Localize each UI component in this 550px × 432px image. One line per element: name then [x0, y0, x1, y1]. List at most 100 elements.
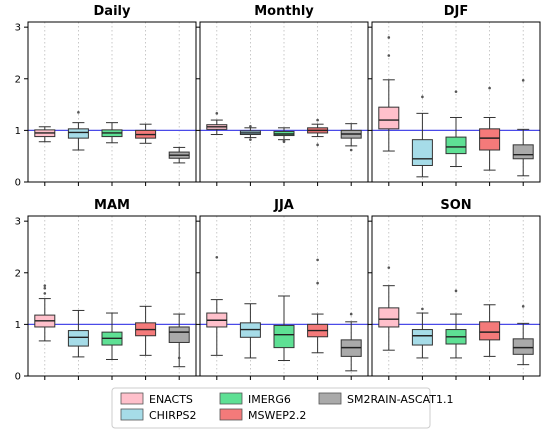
box-iqr: [479, 321, 501, 341]
axes-frame: [371, 215, 541, 377]
legend-label: CHIRPS2: [149, 409, 196, 422]
box-imerg6: [101, 122, 123, 144]
axes-frame: [27, 21, 197, 183]
box-sm2rain-ascat1-1: [168, 313, 190, 368]
legend-swatch: [219, 392, 243, 405]
box-iqr: [273, 324, 295, 349]
y-tick-label: 2: [15, 268, 21, 279]
outlier-point: [421, 95, 424, 99]
outlier-point: [43, 292, 47, 295]
outlier-point: [316, 118, 319, 122]
box-mswep2-2: [479, 304, 501, 357]
legend-item-mswep2-2: MSWEP2.2: [219, 408, 306, 422]
box-chirps2: [67, 111, 89, 151]
box-mswep2-2: [135, 123, 157, 144]
panel-monthly: Monthly: [196, 4, 369, 186]
panel-djf: DJF: [368, 4, 541, 186]
legend-label: ENACTS: [149, 393, 193, 406]
legend-item-chirps2: CHIRPS2: [120, 408, 196, 422]
box-sm2rain-ascat1-1: [340, 312, 362, 372]
box-imerg6: [101, 312, 123, 360]
box-enacts: [378, 36, 400, 152]
outlier-point: [43, 284, 47, 287]
axes-frame: [199, 21, 369, 183]
outlier-point: [349, 148, 353, 152]
box-iqr: [67, 128, 89, 139]
y-tick-label: 0: [15, 178, 21, 189]
outlier-point: [282, 139, 286, 143]
outlier-point: [316, 258, 319, 262]
outlier-point: [177, 356, 181, 360]
outlier-point: [316, 281, 319, 285]
outlier-point: [521, 305, 525, 308]
box-enacts: [206, 255, 228, 356]
panel-title: DJF: [444, 4, 469, 19]
box-iqr: [512, 144, 534, 160]
legend-item-sm2rain-ascat1-1: SM2RAIN-ASCAT1.1: [318, 392, 453, 406]
box-chirps2: [411, 95, 433, 178]
box-mswep2-2: [307, 118, 329, 147]
outlier-point: [77, 111, 80, 114]
y-tick-label: 3: [15, 217, 21, 228]
outlier-point: [387, 36, 391, 39]
box-enacts: [34, 126, 56, 143]
y-tick-label: 1: [15, 320, 21, 331]
box-iqr: [67, 330, 89, 347]
panel-mam: MAM 0 1 2 3: [15, 198, 197, 383]
legend-swatch: [120, 392, 144, 405]
outlier-point: [215, 112, 219, 115]
box-sm2rain-ascat1-1: [168, 146, 190, 164]
axes-frame: [199, 215, 369, 377]
box-chirps2: [239, 303, 261, 359]
outlier-point: [387, 54, 391, 57]
box-chirps2: [67, 309, 89, 358]
legend-label: SM2RAIN-ASCAT1.1: [347, 393, 453, 406]
outlier-point: [387, 266, 391, 269]
outlier-point: [249, 124, 252, 128]
panel-daily: Daily 0 1 2 3: [15, 4, 197, 189]
legend-label: IMERG6: [248, 393, 291, 406]
outlier-point: [316, 143, 319, 147]
box-iqr: [378, 106, 400, 130]
axes-frame: [27, 215, 197, 377]
box-iqr: [512, 338, 534, 355]
box-enacts: [378, 266, 400, 351]
outlier-point: [454, 90, 458, 93]
outlier-point: [454, 289, 458, 293]
panel-title: SON: [440, 198, 471, 213]
y-tick-label: 3: [15, 23, 21, 34]
panel-title: Monthly: [254, 4, 314, 19]
panel-title: JJA: [273, 198, 294, 213]
box-imerg6: [445, 289, 467, 359]
panel-title: MAM: [94, 198, 130, 213]
box-iqr: [445, 136, 467, 155]
legend-swatch: [318, 392, 342, 405]
y-tick-label: 2: [15, 74, 21, 85]
outlier-point: [43, 286, 47, 290]
box-imerg6: [273, 127, 295, 144]
outlier-point: [488, 86, 491, 90]
outlier-point: [249, 138, 252, 141]
axes-frame: [371, 21, 541, 183]
panel-jja: JJA: [196, 198, 369, 380]
box-iqr: [479, 128, 501, 151]
box-sm2rain-ascat1-1: [512, 305, 534, 366]
box-mswep2-2: [307, 258, 329, 354]
box-mswep2-2: [135, 305, 157, 356]
box-iqr: [168, 326, 190, 343]
y-tick-label: 1: [15, 126, 21, 137]
outlier-point: [215, 255, 219, 259]
outlier-point: [421, 307, 424, 311]
box-chirps2: [411, 307, 433, 359]
panel-title: Daily: [94, 4, 131, 19]
legend: ENACTS CHIRPS2 IMERG6 MSWEP2.2 SM2RAIN-ASCAT…: [111, 387, 453, 429]
box-mswep2-2: [479, 86, 501, 171]
box-iqr: [411, 139, 433, 166]
legend-item-enacts: ENACTS: [120, 392, 193, 406]
box-enacts: [34, 284, 56, 342]
box-sm2rain-ascat1-1: [340, 123, 362, 152]
box-iqr: [411, 329, 433, 346]
box-chirps2: [239, 124, 261, 141]
y-tick-label: 0: [15, 372, 21, 383]
